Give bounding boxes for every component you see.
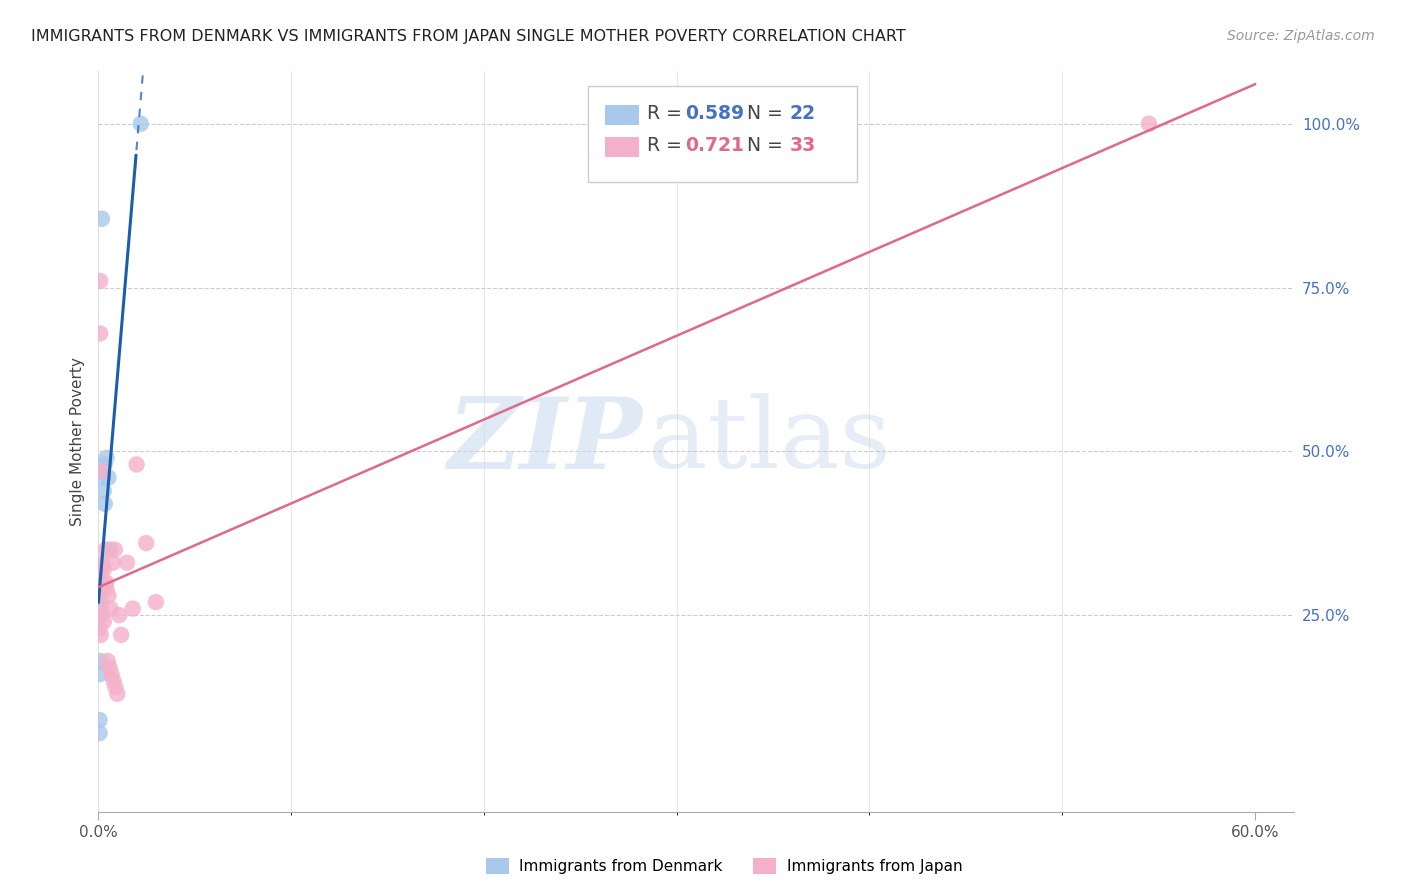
Text: 0.721: 0.721 (685, 136, 744, 155)
Point (89, 585, 111, 599)
Point (93, 562, 115, 576)
Text: 33: 33 (789, 136, 815, 155)
Text: atlas: atlas (648, 393, 891, 490)
Point (94, 575, 117, 590)
Text: 0.589: 0.589 (685, 104, 744, 123)
Point (104, 680, 127, 694)
Point (89, 667, 111, 681)
Point (91, 470, 114, 484)
Point (89, 575, 111, 590)
Point (89, 595, 111, 609)
FancyBboxPatch shape (605, 105, 638, 125)
Point (125, 458, 148, 472)
Point (115, 556, 138, 570)
Text: R =: R = (647, 104, 688, 123)
Text: IMMIGRANTS FROM DENMARK VS IMMIGRANTS FROM JAPAN SINGLE MOTHER POVERTY CORRELATI: IMMIGRANTS FROM DENMARK VS IMMIGRANTS FR… (31, 29, 905, 44)
Point (97, 654, 120, 668)
Point (90, 608, 112, 623)
FancyBboxPatch shape (605, 137, 638, 156)
Text: Source: ZipAtlas.com: Source: ZipAtlas.com (1227, 29, 1375, 43)
Point (110, 628, 132, 642)
Point (90, 559, 112, 574)
Point (121, 601, 143, 615)
Point (89, 654, 111, 668)
Text: N =: N = (735, 104, 789, 123)
Point (108, 608, 131, 623)
Point (101, 556, 124, 570)
Point (90, 464, 112, 478)
Point (97, 470, 120, 484)
Point (90, 211, 112, 226)
Point (89, 621, 111, 635)
Point (89, 582, 111, 596)
Text: 22: 22 (789, 104, 815, 123)
Point (100, 601, 122, 615)
Text: ZIP: ZIP (447, 393, 643, 490)
Y-axis label: Single Mother Poverty: Single Mother Poverty (69, 357, 84, 526)
FancyBboxPatch shape (589, 87, 858, 183)
Point (89, 326, 111, 341)
Text: N =: N = (735, 136, 789, 155)
Point (100, 667, 122, 681)
Point (97, 589, 120, 603)
Point (1137, 117, 1160, 131)
Point (93, 458, 115, 472)
Point (90, 562, 112, 576)
Point (91, 556, 114, 570)
Point (90, 601, 112, 615)
Point (89, 595, 111, 609)
Point (89, 726, 111, 740)
Point (98, 542, 121, 557)
Point (96, 450, 118, 465)
Point (105, 687, 128, 701)
Point (93, 575, 115, 590)
Point (93, 615, 115, 629)
Point (93, 483, 115, 498)
Point (89, 579, 111, 593)
Point (90, 628, 112, 642)
Point (103, 673, 125, 688)
Point (94, 542, 117, 557)
Point (89, 589, 111, 603)
Point (98, 660, 121, 674)
Point (135, 536, 157, 550)
Point (89, 274, 111, 288)
Point (89, 713, 111, 727)
Point (96, 582, 118, 596)
Point (89, 582, 111, 596)
Point (94, 497, 117, 511)
Text: R =: R = (647, 136, 688, 155)
Point (129, 117, 152, 131)
Point (145, 595, 167, 609)
Point (104, 542, 127, 557)
Legend: Immigrants from Denmark, Immigrants from Japan: Immigrants from Denmark, Immigrants from… (479, 852, 969, 880)
